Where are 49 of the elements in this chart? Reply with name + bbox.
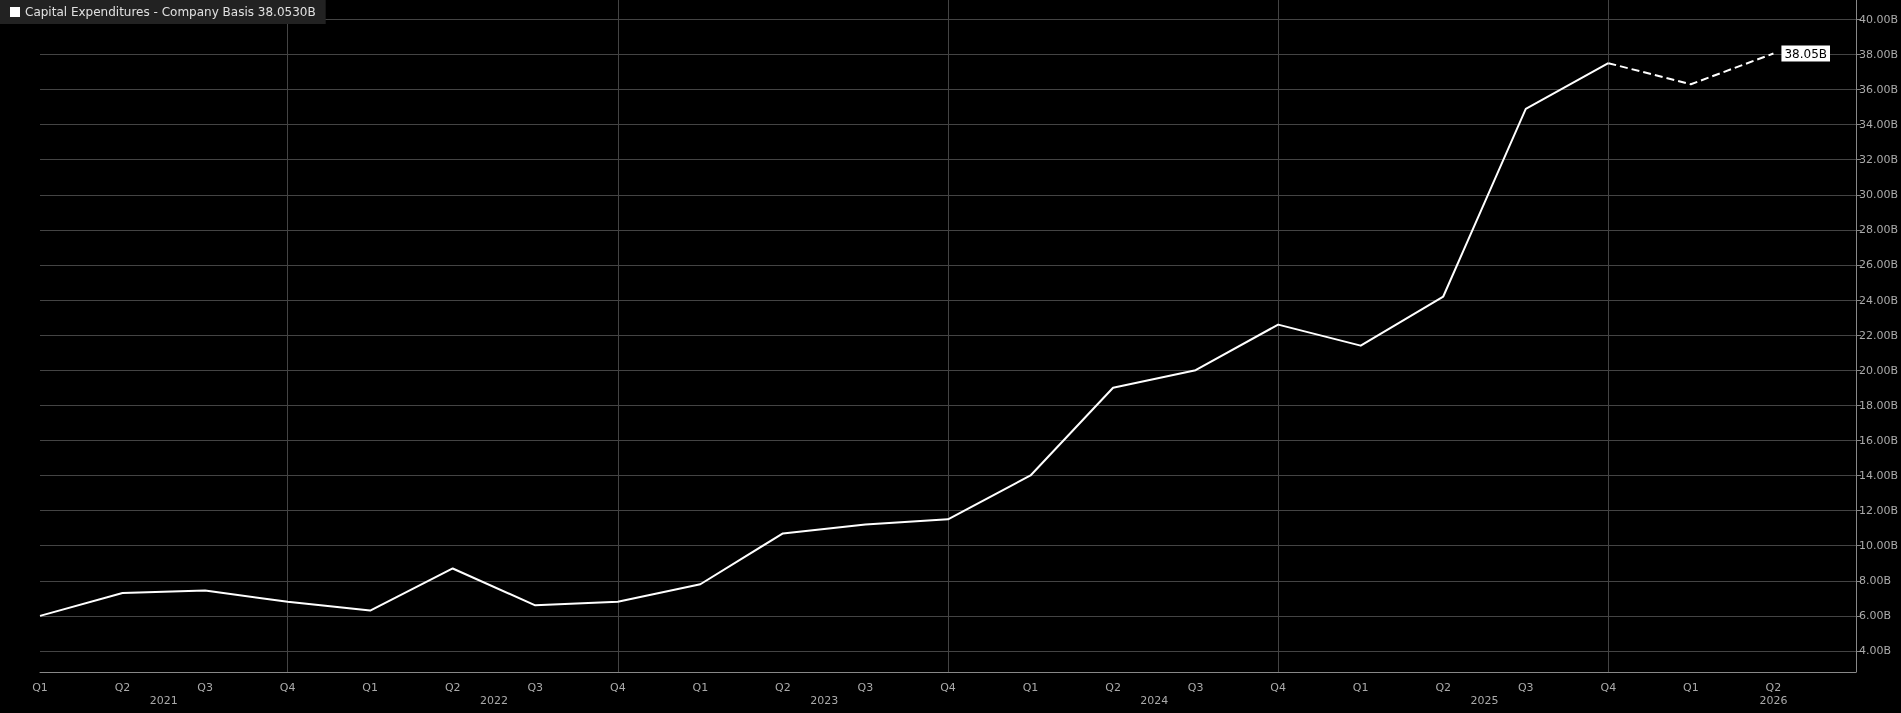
y-tick-label: 40.00B	[1858, 12, 1899, 26]
y-tick-label: 34.00B	[1858, 118, 1899, 132]
text: 2022	[479, 693, 508, 707]
x-tick-label: Q1	[692, 681, 709, 694]
x-tick-label: Q4	[1270, 681, 1286, 694]
x-tick-label: Q3	[527, 681, 544, 694]
x-tick-label: Q4	[940, 681, 956, 694]
y-tick-label: 18.00B	[1858, 398, 1899, 412]
x-tick-label: Q2	[1765, 681, 1782, 694]
legend-label: Capital Expenditures - Company Basis 38.0530B	[25, 5, 316, 19]
x-tick-label: Q3	[1187, 681, 1204, 694]
y-tick-label: 12.00B	[1858, 504, 1899, 518]
y-tick-label: 28.00B	[1858, 223, 1899, 237]
y-tick-label: 16.00B	[1858, 433, 1899, 447]
text: 2023	[810, 693, 839, 707]
x-tick-label: Q4	[279, 681, 296, 694]
x-tick-label: Q1	[362, 681, 379, 694]
data-label: 38.05B	[1784, 46, 1828, 61]
y-tick-label: 8.00B	[1858, 574, 1892, 588]
y-tick-label: 26.00B	[1858, 258, 1899, 272]
x-tick-label: Q2	[444, 681, 461, 694]
y-tick-label: 38.00B	[1858, 47, 1899, 61]
y-tick-label: 30.00B	[1858, 188, 1899, 202]
y-tick-label: 22.00B	[1858, 328, 1899, 342]
text: 2026	[1759, 693, 1788, 707]
y-tick-label: 6.00B	[1858, 609, 1892, 623]
x-tick-label: Q2	[1105, 681, 1121, 694]
x-tick-label: Q4	[1600, 681, 1617, 694]
y-tick-label: 32.00B	[1858, 153, 1899, 167]
y-tick-label: 4.00B	[1858, 644, 1892, 658]
x-tick-label: Q3	[857, 681, 874, 694]
x-tick-label: Q1	[1683, 681, 1699, 694]
y-tick-label: 20.00B	[1858, 363, 1899, 377]
x-tick-label: Q1	[1352, 681, 1369, 694]
x-tick-label: Q3	[1517, 681, 1534, 694]
text: 2024	[1140, 693, 1169, 707]
y-tick-label: 36.00B	[1858, 82, 1899, 96]
x-tick-label: Q2	[114, 681, 131, 694]
x-tick-label: Q2	[775, 681, 791, 694]
x-tick-label: Q1	[1022, 681, 1039, 694]
x-tick-label: Q3	[197, 681, 213, 694]
text: 2025	[1470, 693, 1499, 707]
x-tick-label: Q2	[1435, 681, 1452, 694]
y-tick-label: 14.00B	[1858, 468, 1899, 482]
x-tick-label: Q1	[32, 681, 48, 694]
y-tick-label: 10.00B	[1858, 539, 1899, 553]
text: 2021	[149, 693, 178, 707]
y-tick-label: 24.00B	[1858, 293, 1899, 307]
x-tick-label: Q4	[609, 681, 626, 694]
